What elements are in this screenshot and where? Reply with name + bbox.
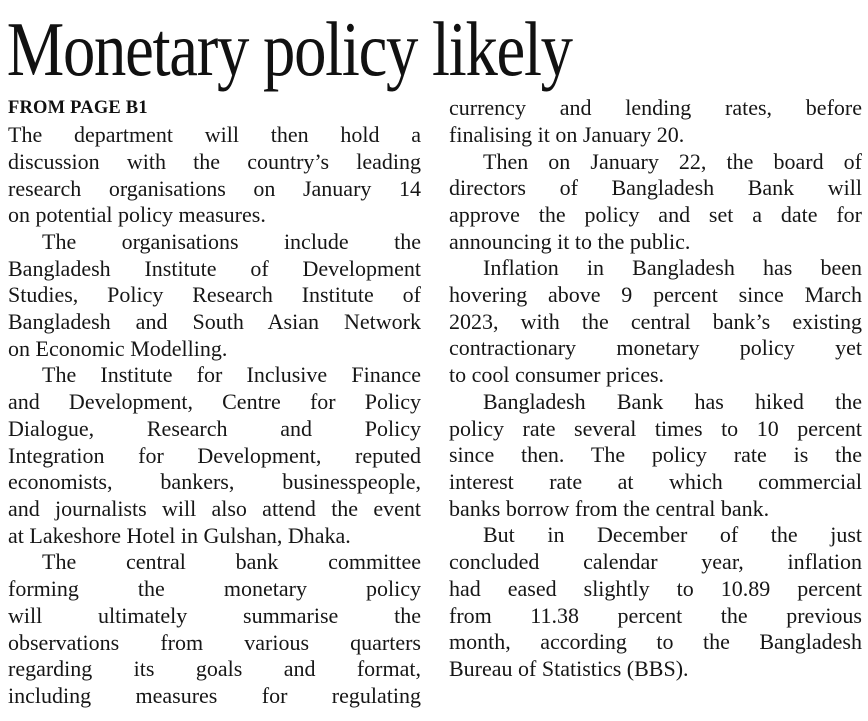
text-line: The central bank committee (42, 549, 421, 575)
text-line: But in December of the just (483, 522, 862, 548)
text-line: contractionary monetary policy yet (449, 335, 862, 361)
text-line: to cool consumer prices. (449, 362, 665, 388)
text-line: approve the policy and set a date for (449, 201, 862, 227)
text-line: discussion with the country’s leading (8, 148, 421, 174)
text-line: Bangladesh Institute of Development (8, 255, 421, 281)
text-line: forming the monetary policy (8, 576, 421, 602)
text-line: including measures for regulating (8, 682, 421, 708)
text-line: finalising it on January 20. (449, 121, 685, 147)
text-line: on potential policy measures. (8, 202, 266, 228)
paragraph: But in December of the just concluded cal… (449, 522, 862, 682)
text-line: and journalists will also attend the eve… (8, 496, 421, 521)
text-line: from 11.38 percent the previous (449, 602, 862, 628)
text-line: interest rate at which commercial (449, 469, 862, 494)
text-line: directors of Bangladesh Bank will (449, 175, 862, 201)
article-headline: Monetary policy likely (6, 6, 573, 92)
text-line: will ultimately summarise the (8, 602, 421, 628)
paragraph: Inflation in Bangladesh has been hovering… (449, 255, 862, 389)
text-line: had eased slightly to 10.89 percent (449, 575, 862, 601)
text-line: concluded calendar year, inflation (449, 549, 862, 575)
text-line: currency and lending rates, before (449, 95, 862, 121)
text-line: Bangladesh Bank has hiked the (483, 388, 862, 414)
text-line: at Lakeshore Hotel in Gulshan, Dhaka. (8, 522, 351, 548)
text-line: hovering above 9 percent since March (449, 282, 862, 308)
text-line: observations from various quarters (8, 629, 421, 655)
text-line: regarding its goals and format, (8, 656, 421, 682)
article-column-right: currency and lending rates, before finali… (449, 95, 862, 709)
text-line: 2023, with the central bank’s existing (449, 308, 862, 334)
article-column-left: FROM PAGE B1 The department will then ho… (8, 95, 421, 709)
paragraph: The central bank committee forming the mo… (8, 549, 421, 709)
paragraph: currency and lending rates, before finali… (449, 95, 862, 148)
text-line: The department will then hold a (8, 122, 421, 148)
paragraph: Then on January 22, the board of director… (449, 149, 862, 256)
text-line: The organisations include the (42, 228, 421, 254)
text-line: Bureau of Statistics (BBS). (449, 655, 689, 681)
text-line: economists, bankers, businesspeople, (8, 469, 421, 495)
text-line: month, according to the Bangladesh (449, 629, 862, 655)
paragraph: The department will then hold a discussio… (8, 122, 421, 229)
paragraph: The organisations include the Bangladesh … (8, 229, 421, 363)
text-line: Inflation in Bangladesh has been (483, 255, 862, 281)
text-line: and Development, Centre for Policy (8, 389, 421, 415)
text-line: Bangladesh and South Asian Network (8, 309, 421, 335)
text-line: Dialogue, Research and Policy (8, 415, 421, 441)
text-line: on Economic Modelling. (8, 335, 228, 361)
from-page-label: FROM PAGE B1 (8, 98, 148, 119)
text-line: Then on January 22, the board of (483, 148, 862, 174)
paragraph: Bangladesh Bank has hiked the policy rate… (449, 389, 862, 523)
text-line: policy rate several times to 10 percent (449, 415, 862, 441)
paragraph: The Institute for Inclusive Finance and D… (8, 362, 421, 549)
text-line: Studies, Policy Research Institute of (8, 282, 421, 308)
text-line: research organisations on January 14 (8, 175, 421, 201)
text-line: announcing it to the public. (449, 228, 691, 254)
text-line: banks borrow from the central bank. (449, 495, 770, 521)
text-line: since then. The policy rate is the (449, 442, 862, 468)
text-line: Integration for Development, reputed (8, 442, 421, 468)
article-body: FROM PAGE B1 The department will then ho… (0, 95, 868, 709)
text-line: The Institute for Inclusive Finance (42, 362, 421, 388)
